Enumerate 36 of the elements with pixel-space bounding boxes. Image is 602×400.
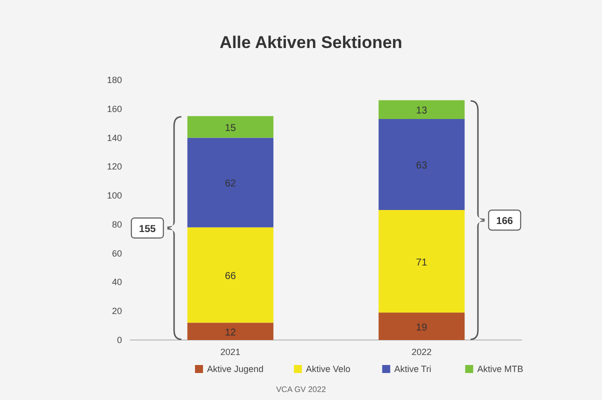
data-label: 63 [416, 160, 428, 172]
data-label: 62 [224, 178, 236, 190]
x-tick-label: 2021 [220, 347, 240, 357]
bar [187, 138, 274, 228]
y-tick-label: 20 [112, 306, 122, 316]
legend-label: Aktive Jugend [207, 364, 264, 374]
data-label: 71 [416, 257, 428, 268]
total-label: 166 [496, 216, 514, 228]
legend-label: Aktive Tri [394, 364, 432, 374]
total-label: 155 [139, 224, 156, 236]
text: VCA GV 2022 [276, 385, 326, 394]
y-tick-label: 80 [112, 219, 122, 230]
y-tick-label: 140 [106, 132, 122, 143]
data-label: 12 [224, 327, 236, 338]
y-tick-label: 180 [106, 75, 122, 85]
data-label: 19 [416, 322, 428, 334]
y-tick-label: 0 [116, 335, 122, 345]
data-label: 15 [224, 122, 236, 134]
data-label: 13 [416, 106, 428, 117]
data-label: 66 [224, 271, 236, 282]
bar [378, 100, 465, 119]
x-tick-label: 2022 [412, 347, 432, 357]
y-tick-label: 60 [112, 248, 122, 258]
y-tick-label: 120 [106, 162, 122, 172]
bar [187, 116, 274, 138]
bar [378, 312, 465, 340]
legend-label: Aktive MTB [477, 364, 524, 374]
chart-title: Alle Aktiven Sektionen [220, 33, 402, 52]
bar [187, 227, 274, 323]
y-tick-label: 100 [106, 190, 122, 201]
legend-label: Aktive Velo [306, 364, 350, 374]
bar [378, 210, 465, 313]
bar [378, 119, 465, 210]
y-tick-label: 160 [106, 104, 122, 114]
y-tick-label: 40 [112, 277, 122, 288]
bar [187, 322, 274, 340]
